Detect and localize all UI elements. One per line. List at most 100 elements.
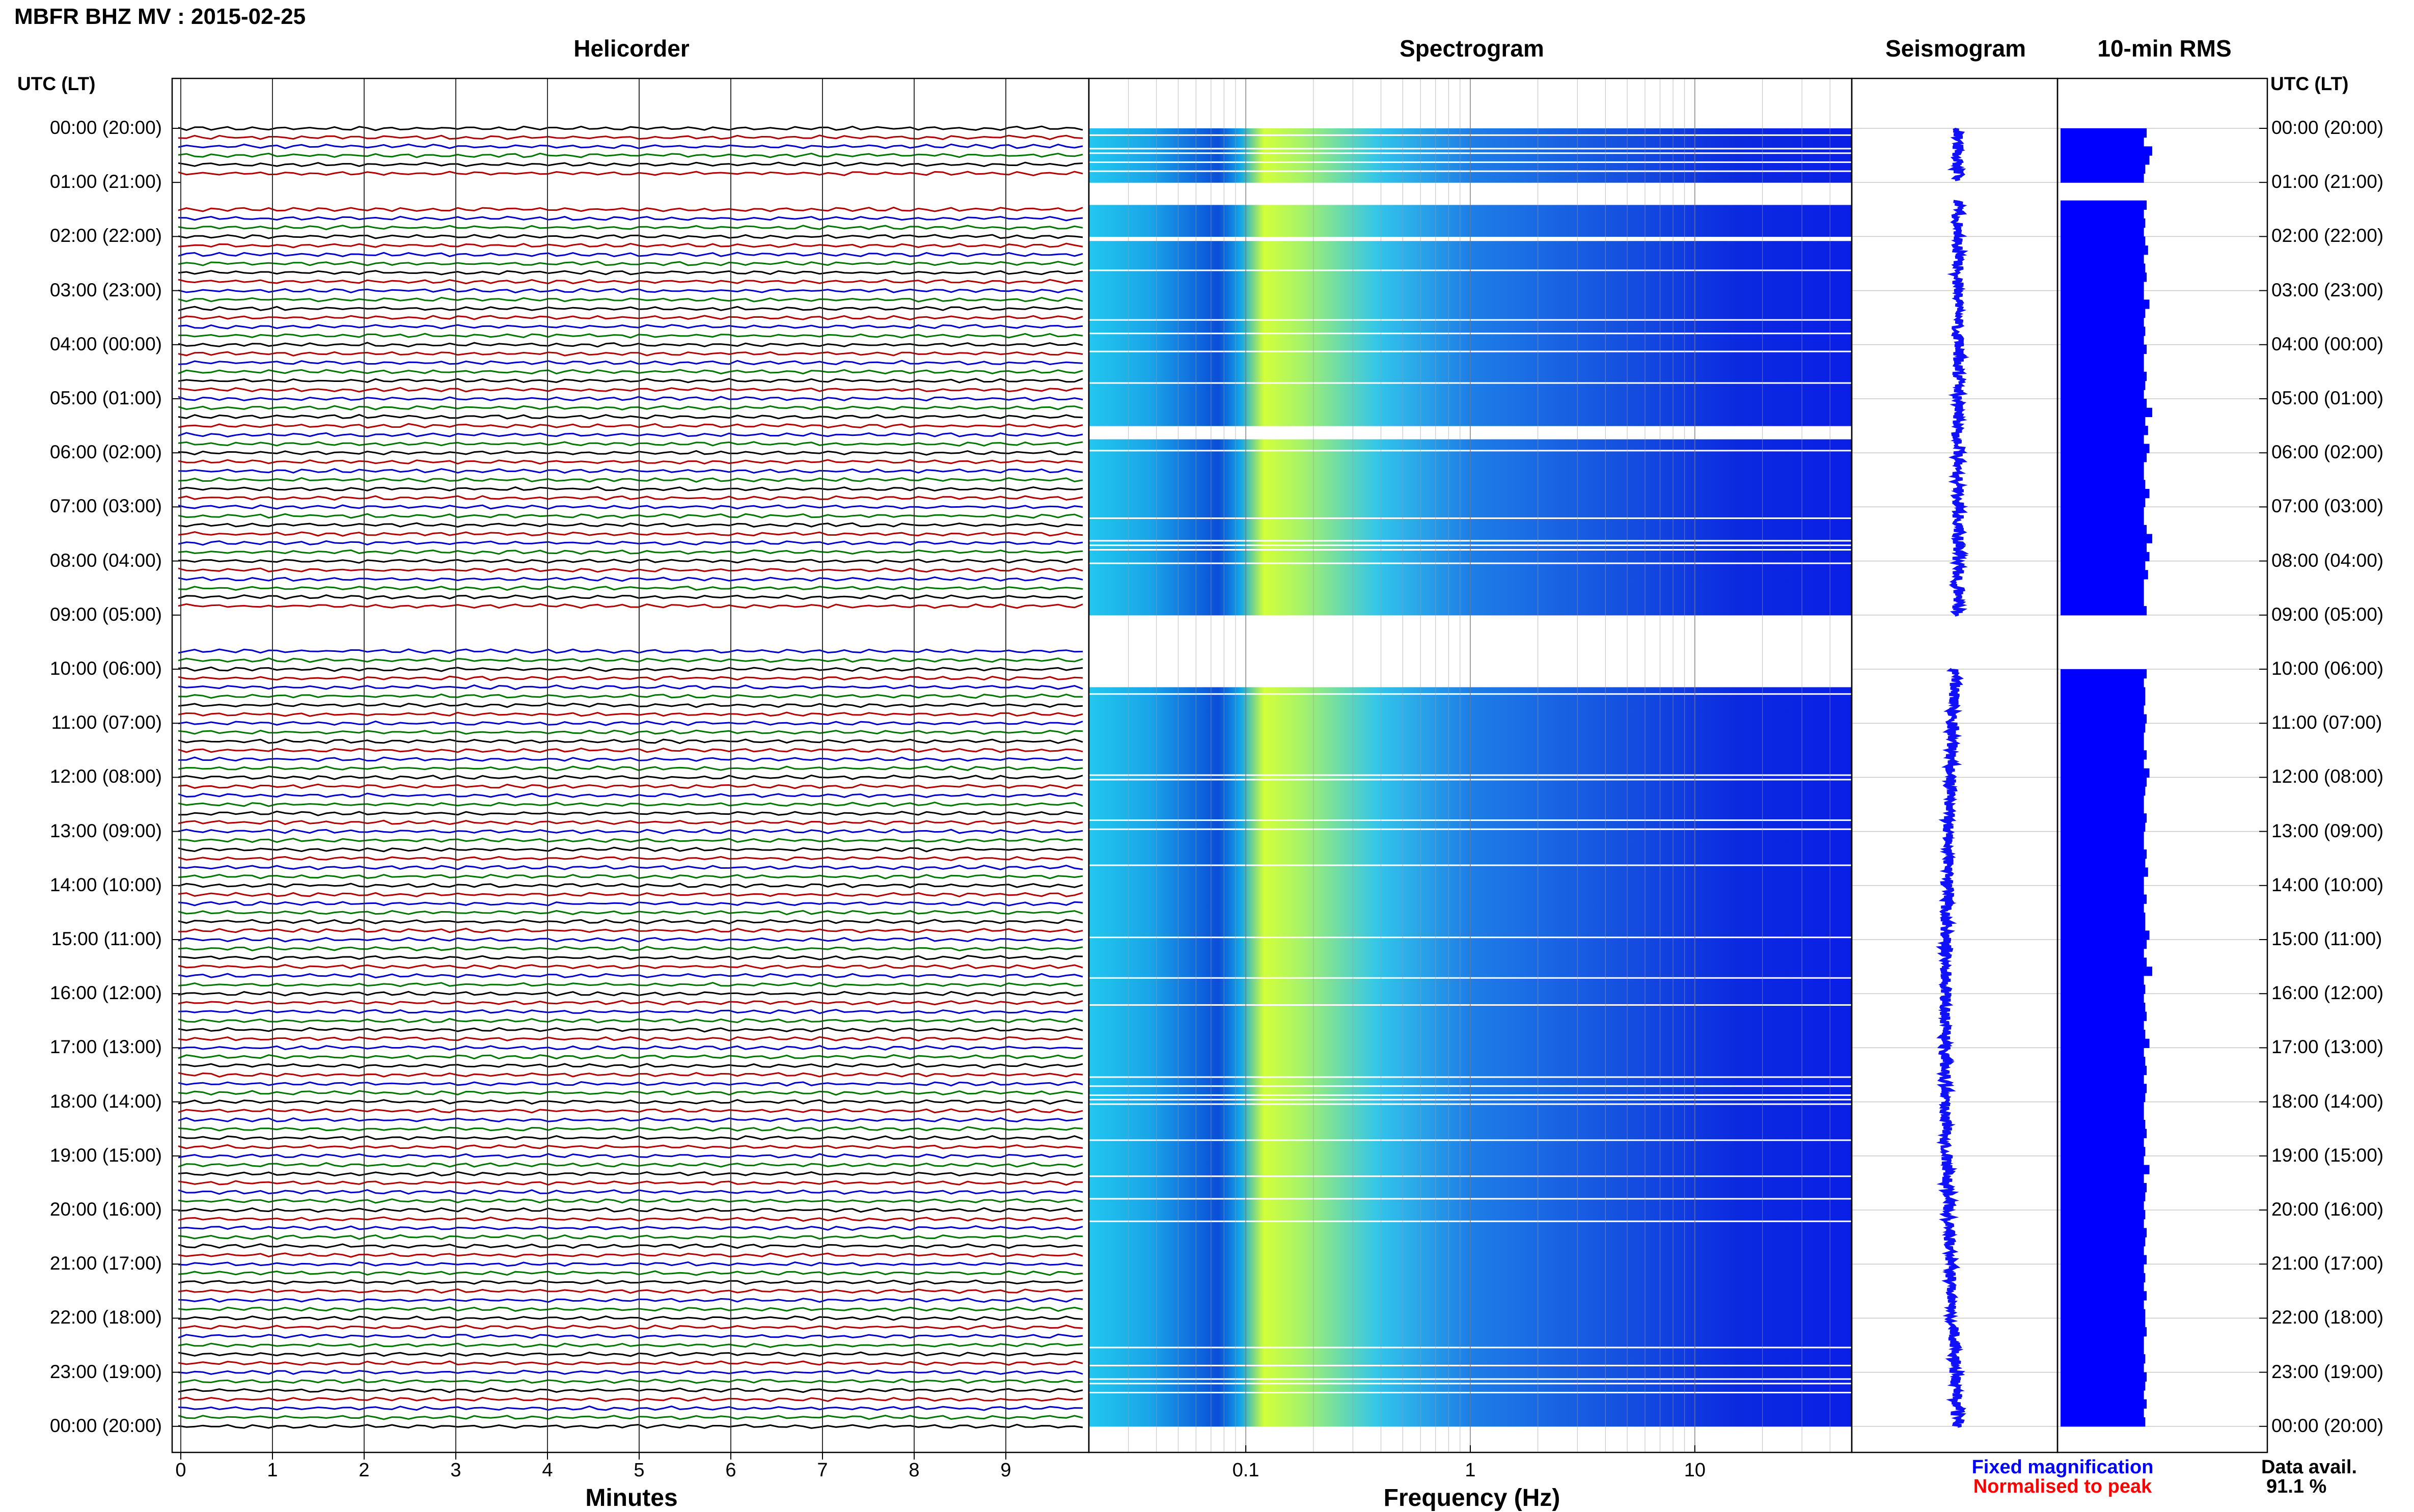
data-availability-label: Data avail. <box>2261 1456 2357 1478</box>
rms-bar <box>2061 363 2144 372</box>
helicorder-trace <box>178 1054 1083 1060</box>
helicorder-trace <box>178 729 1083 735</box>
rms-bar <box>2061 525 2147 535</box>
helicorder-trace <box>178 720 1083 726</box>
rms-bar <box>2061 218 2146 228</box>
helicorder-trace <box>178 468 1083 474</box>
time-label-right: 18:00 (14:00) <box>2271 1090 2384 1112</box>
helicorder-trace <box>178 1369 1083 1375</box>
helicorder-trace <box>178 973 1083 979</box>
helicorder-trace <box>178 693 1083 699</box>
helicorder-trace <box>178 585 1083 591</box>
helicorder-trace <box>178 360 1083 366</box>
rms-bar <box>2061 1381 2146 1391</box>
helicorder-trace <box>178 270 1083 276</box>
time-label-left: 00:00 (20:00) <box>49 1415 162 1436</box>
utc-lt-header-left: UTC (LT) <box>17 73 96 94</box>
time-label-right: 07:00 (03:00) <box>2271 496 2384 517</box>
rms-bar <box>2061 687 2146 697</box>
rms-bar <box>2061 714 2147 724</box>
time-label-left: 01:00 (21:00) <box>49 171 162 193</box>
rms-bar <box>2061 543 2147 553</box>
rms-bar <box>2061 128 2147 138</box>
rms-bar <box>2061 353 2144 363</box>
helicorder-trace <box>178 1333 1083 1339</box>
rms-bar <box>2061 723 2146 733</box>
helicorder-trace <box>178 1171 1083 1177</box>
helicorder-trace <box>178 549 1083 555</box>
rms-bar <box>2061 1192 2146 1201</box>
rms-bar <box>2061 921 2146 931</box>
time-label-left: 02:00 (22:00) <box>49 225 162 246</box>
rms-bar <box>2061 263 2146 273</box>
time-label-left: 12:00 (08:00) <box>49 766 162 787</box>
rms-bar <box>2061 588 2144 597</box>
helicorder-trace <box>178 738 1083 745</box>
rms-bar <box>2061 227 2144 237</box>
helicorder-trace <box>178 1279 1083 1285</box>
helicorder-trace <box>178 1351 1083 1357</box>
minute-tick-label: 8 <box>909 1460 920 1481</box>
minutes-axis-label: Minutes <box>585 1484 678 1511</box>
rms-bar <box>2061 858 2146 868</box>
helicorder-trace <box>178 1009 1083 1014</box>
rms-bar <box>2061 471 2144 480</box>
time-label-right: 21:00 (17:00) <box>2271 1253 2384 1274</box>
rms-bar <box>2061 552 2150 562</box>
helicorder-trace <box>178 937 1083 943</box>
rms-bar <box>2061 1318 2146 1328</box>
time-label-right: 20:00 (16:00) <box>2271 1199 2384 1220</box>
rms-bar <box>2061 705 2144 715</box>
minute-tick-label: 9 <box>1000 1460 1011 1481</box>
helicorder-trace <box>178 315 1083 321</box>
time-label-left: 21:00 (17:00) <box>49 1253 162 1274</box>
time-label-right: 00:00 (20:00) <box>2271 1415 2384 1436</box>
helicorder-trace <box>178 711 1083 717</box>
helicorder-trace <box>178 1144 1083 1150</box>
helicorder-trace <box>178 856 1083 861</box>
helicorder-trace <box>178 901 1083 906</box>
helicorder-trace <box>178 1063 1083 1069</box>
helicorder-trace <box>178 982 1083 987</box>
helicorder-trace <box>178 765 1083 772</box>
time-label-left: 07:00 (03:00) <box>49 496 162 517</box>
helicorder-trace <box>178 1225 1083 1231</box>
rms-bar <box>2061 489 2150 499</box>
rms-bar <box>2061 344 2147 354</box>
rms-bar <box>2061 948 2144 958</box>
helicorder-trace <box>178 1099 1083 1105</box>
rms-bar <box>2061 1408 2144 1418</box>
helicorder-trace <box>178 1405 1083 1411</box>
helicorder-trace <box>178 964 1083 970</box>
helicorder-trace <box>178 405 1083 410</box>
helicorder-trace <box>178 927 1083 933</box>
helicorder-trace <box>178 351 1083 356</box>
helicorder-trace <box>178 531 1083 537</box>
time-label-right: 10:00 (06:00) <box>2271 658 2384 679</box>
rms-bar <box>2061 579 2144 589</box>
rms-bar <box>2061 1228 2147 1238</box>
rms-bar <box>2061 209 2144 219</box>
frequency-tick-label: 1 <box>1465 1460 1476 1481</box>
helicorder-trace <box>178 684 1083 690</box>
rms-bar <box>2061 290 2144 300</box>
seismogram-trace <box>1935 668 1966 1428</box>
helicorder-trace <box>178 279 1083 285</box>
helicorder-trace <box>178 783 1083 789</box>
helicorder-trace <box>178 1117 1083 1123</box>
rms-bar <box>2061 1282 2144 1291</box>
rms-bar <box>2061 885 2144 895</box>
rms-bar <box>2061 1273 2146 1283</box>
rms-bar <box>2061 1011 2147 1021</box>
rms-bar <box>2061 1030 2146 1039</box>
helicorder-trace <box>178 522 1083 528</box>
rms-bar <box>2061 309 2146 318</box>
rms-bar <box>2061 795 2144 805</box>
frequency-axis-label: Frequency (Hz) <box>1383 1484 1560 1511</box>
time-label-left: 00:00 (20:00) <box>49 117 162 138</box>
helicorder-trace <box>178 1360 1083 1366</box>
helicorder-trace <box>178 513 1083 519</box>
helicorder-trace <box>178 864 1083 870</box>
helicorder-trace <box>178 702 1083 708</box>
helicorder-trace <box>178 1261 1083 1267</box>
